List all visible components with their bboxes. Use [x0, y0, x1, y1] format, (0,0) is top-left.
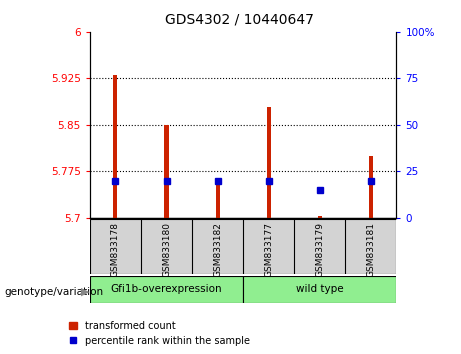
Text: ▶: ▶	[81, 287, 89, 297]
Text: GDS4302 / 10440647: GDS4302 / 10440647	[165, 12, 314, 27]
Bar	[165, 125, 169, 218]
Text: GSM833182: GSM833182	[213, 222, 222, 277]
Bar	[90, 276, 243, 303]
Text: GSM833177: GSM833177	[264, 222, 273, 277]
Bar	[243, 276, 396, 303]
Text: genotype/variation: genotype/variation	[5, 287, 104, 297]
Text: Gfi1b-overexpression: Gfi1b-overexpression	[111, 284, 222, 295]
Bar	[369, 156, 373, 218]
Bar	[266, 108, 271, 218]
Text: GSM833178: GSM833178	[111, 222, 120, 277]
Text: GSM833181: GSM833181	[366, 222, 375, 277]
Bar	[113, 75, 118, 218]
Text: wild type: wild type	[296, 284, 343, 295]
Text: GSM833180: GSM833180	[162, 222, 171, 277]
Bar	[216, 181, 220, 218]
Legend: transformed count, percentile rank within the sample: transformed count, percentile rank withi…	[70, 321, 250, 346]
Bar	[318, 216, 322, 218]
Text: GSM833179: GSM833179	[315, 222, 325, 277]
